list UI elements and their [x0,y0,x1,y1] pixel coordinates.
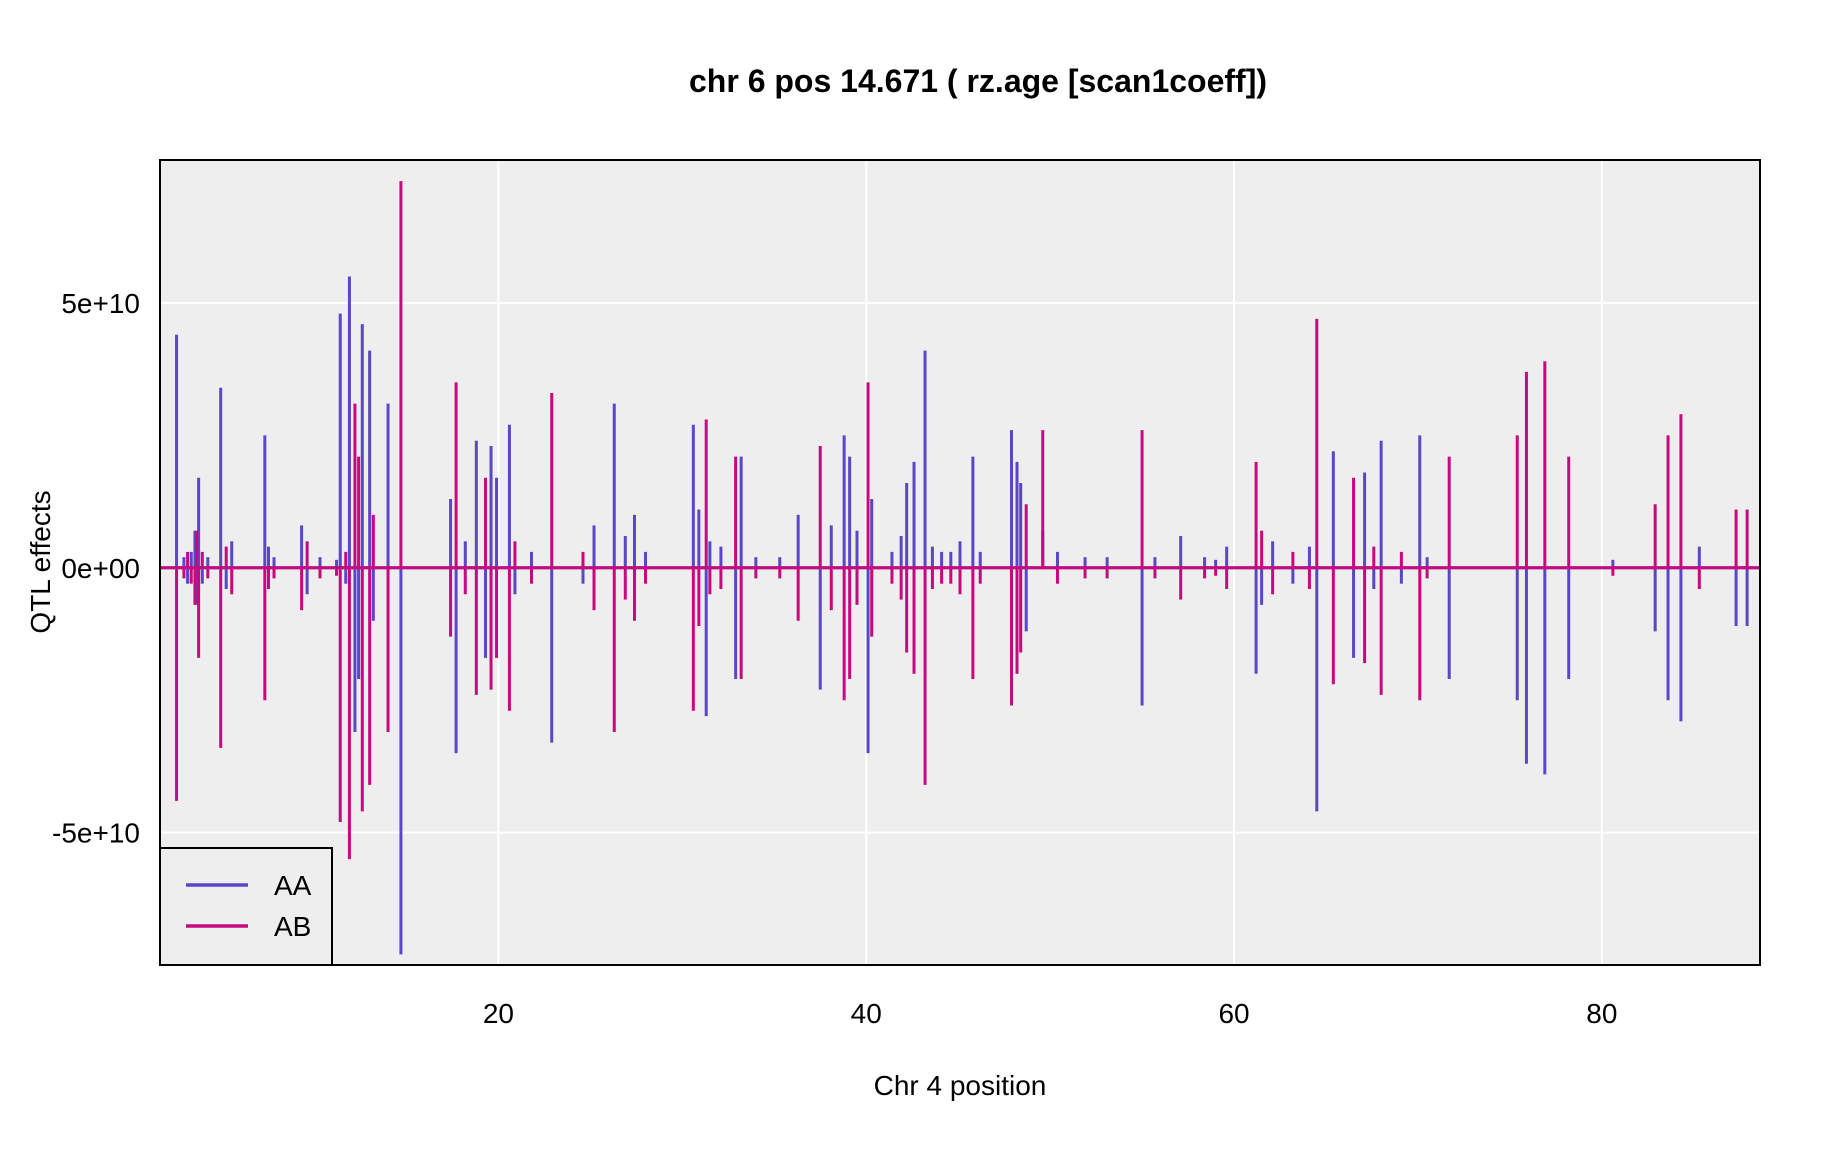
x-tick-label: 60 [1218,998,1249,1029]
x-axis-label: Chr 4 position [874,1070,1047,1101]
y-tick-label: 5e+10 [61,288,140,319]
x-axis-ticks: 20 40 60 80 [483,998,1618,1029]
y-tick-label: -5e+10 [52,818,140,849]
series-group [160,181,1760,955]
legend-label-ab: AB [274,911,311,942]
legend: AA AB [159,847,333,966]
y-axis-ticks: 5e+10 0e+00 -5e+10 [52,288,140,849]
x-tick-label: 40 [851,998,882,1029]
series-aa [160,276,1760,955]
x-tick-label: 80 [1586,998,1617,1029]
y-tick-label: 0e+00 [61,553,140,584]
series-ab [160,181,1760,860]
legend-label-aa: AA [274,870,312,901]
legend-box [159,847,333,966]
y-axis-label: QTL effects [25,490,56,633]
x-tick-label: 20 [483,998,514,1029]
plot-border [159,159,1761,966]
chart-title: chr 6 pos 14.671 ( rz.age [scan1coeff]) [689,63,1267,99]
